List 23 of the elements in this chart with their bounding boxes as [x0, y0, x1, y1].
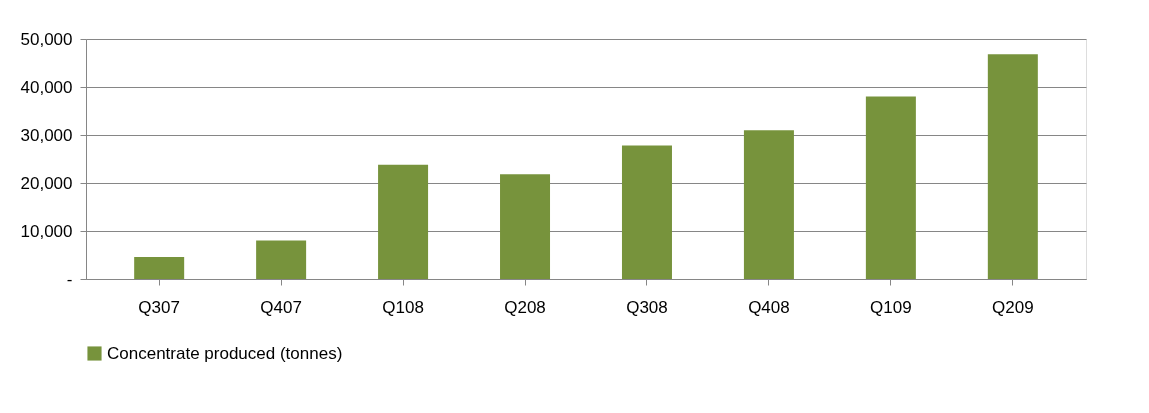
- bar: [621, 145, 672, 279]
- x-tick-label: Q209: [992, 297, 1034, 317]
- y-tick-label: 30,000: [20, 125, 73, 145]
- x-tick-label: Q108: [382, 297, 424, 317]
- x-tick-label: Q408: [748, 297, 790, 317]
- y-tick-label: -: [66, 269, 73, 289]
- y-tick-label: 40,000: [20, 77, 73, 97]
- bar: [378, 164, 429, 279]
- bar: [865, 96, 916, 279]
- bar: [743, 130, 794, 279]
- x-tick-label: Q407: [260, 297, 302, 317]
- y-tick-label: 20,000: [20, 173, 73, 193]
- bar: [987, 54, 1038, 279]
- bar: [134, 256, 185, 279]
- y-tick-label: 50,000: [20, 29, 73, 49]
- x-tick-label: Q208: [504, 297, 546, 317]
- legend-label: Concentrate produced (tonnes): [107, 343, 343, 363]
- x-tick-label: Q109: [870, 297, 912, 317]
- x-tick-label: Q307: [138, 297, 180, 317]
- x-tick-label: Q308: [626, 297, 668, 317]
- bar: [256, 240, 307, 279]
- bar: [500, 174, 551, 279]
- y-tick-label: 10,000: [20, 221, 73, 241]
